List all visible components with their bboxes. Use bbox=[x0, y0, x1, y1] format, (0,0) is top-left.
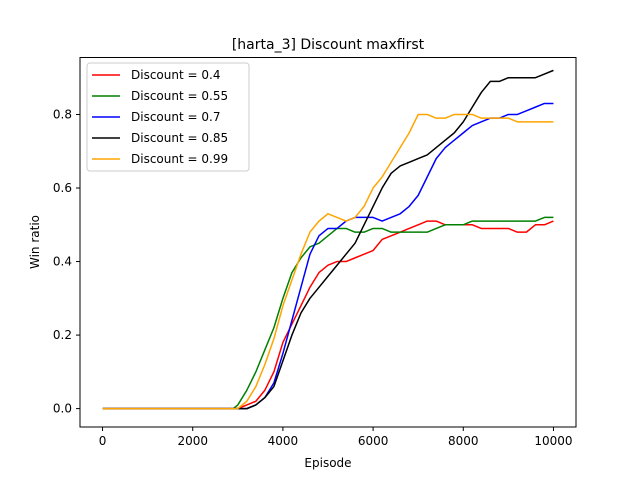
plot-area-frame bbox=[79, 57, 577, 428]
series-line-3 bbox=[102, 69, 554, 410]
legend: Discount = 0.4 Discount = 0.55 Discount = … bbox=[86, 62, 250, 172]
legend-label-3: Discount = 0.85 bbox=[131, 131, 228, 145]
x-tick-label: 8000 bbox=[448, 434, 479, 448]
x-tick-label: 2000 bbox=[177, 434, 208, 448]
x-axis-ticks: 0 2000 4000 6000 8000 10000 bbox=[99, 427, 573, 448]
y-tick-label: 0.8 bbox=[53, 107, 72, 121]
legend-label-2: Discount = 0.7 bbox=[131, 110, 220, 124]
x-tick-label: 6000 bbox=[358, 434, 389, 448]
x-tick-label: 4000 bbox=[268, 434, 299, 448]
series-line-4 bbox=[102, 113, 554, 410]
y-tick-label: 0.6 bbox=[53, 181, 72, 195]
series-line-1 bbox=[102, 216, 554, 410]
legend-label-0: Discount = 0.4 bbox=[131, 68, 220, 82]
series-lines bbox=[102, 69, 554, 410]
legend-box bbox=[86, 62, 250, 172]
x-axis-label: Episode bbox=[304, 456, 351, 470]
y-axis-label: Win ratio bbox=[28, 215, 42, 269]
y-tick-label: 0.0 bbox=[53, 402, 72, 416]
x-tick-label: 10000 bbox=[534, 434, 572, 448]
y-tick-label: 0.2 bbox=[53, 328, 72, 342]
legend-label-4: Discount = 0.99 bbox=[131, 152, 228, 166]
chart-title: [harta_3] Discount maxfirst bbox=[232, 37, 425, 53]
legend-label-1: Discount = 0.55 bbox=[131, 89, 228, 103]
y-tick-label: 0.4 bbox=[53, 255, 72, 269]
x-tick-label: 0 bbox=[99, 434, 107, 448]
series-line-0 bbox=[102, 220, 554, 410]
y-axis-ticks: 0.0 0.2 0.4 0.6 0.8 bbox=[53, 107, 80, 416]
